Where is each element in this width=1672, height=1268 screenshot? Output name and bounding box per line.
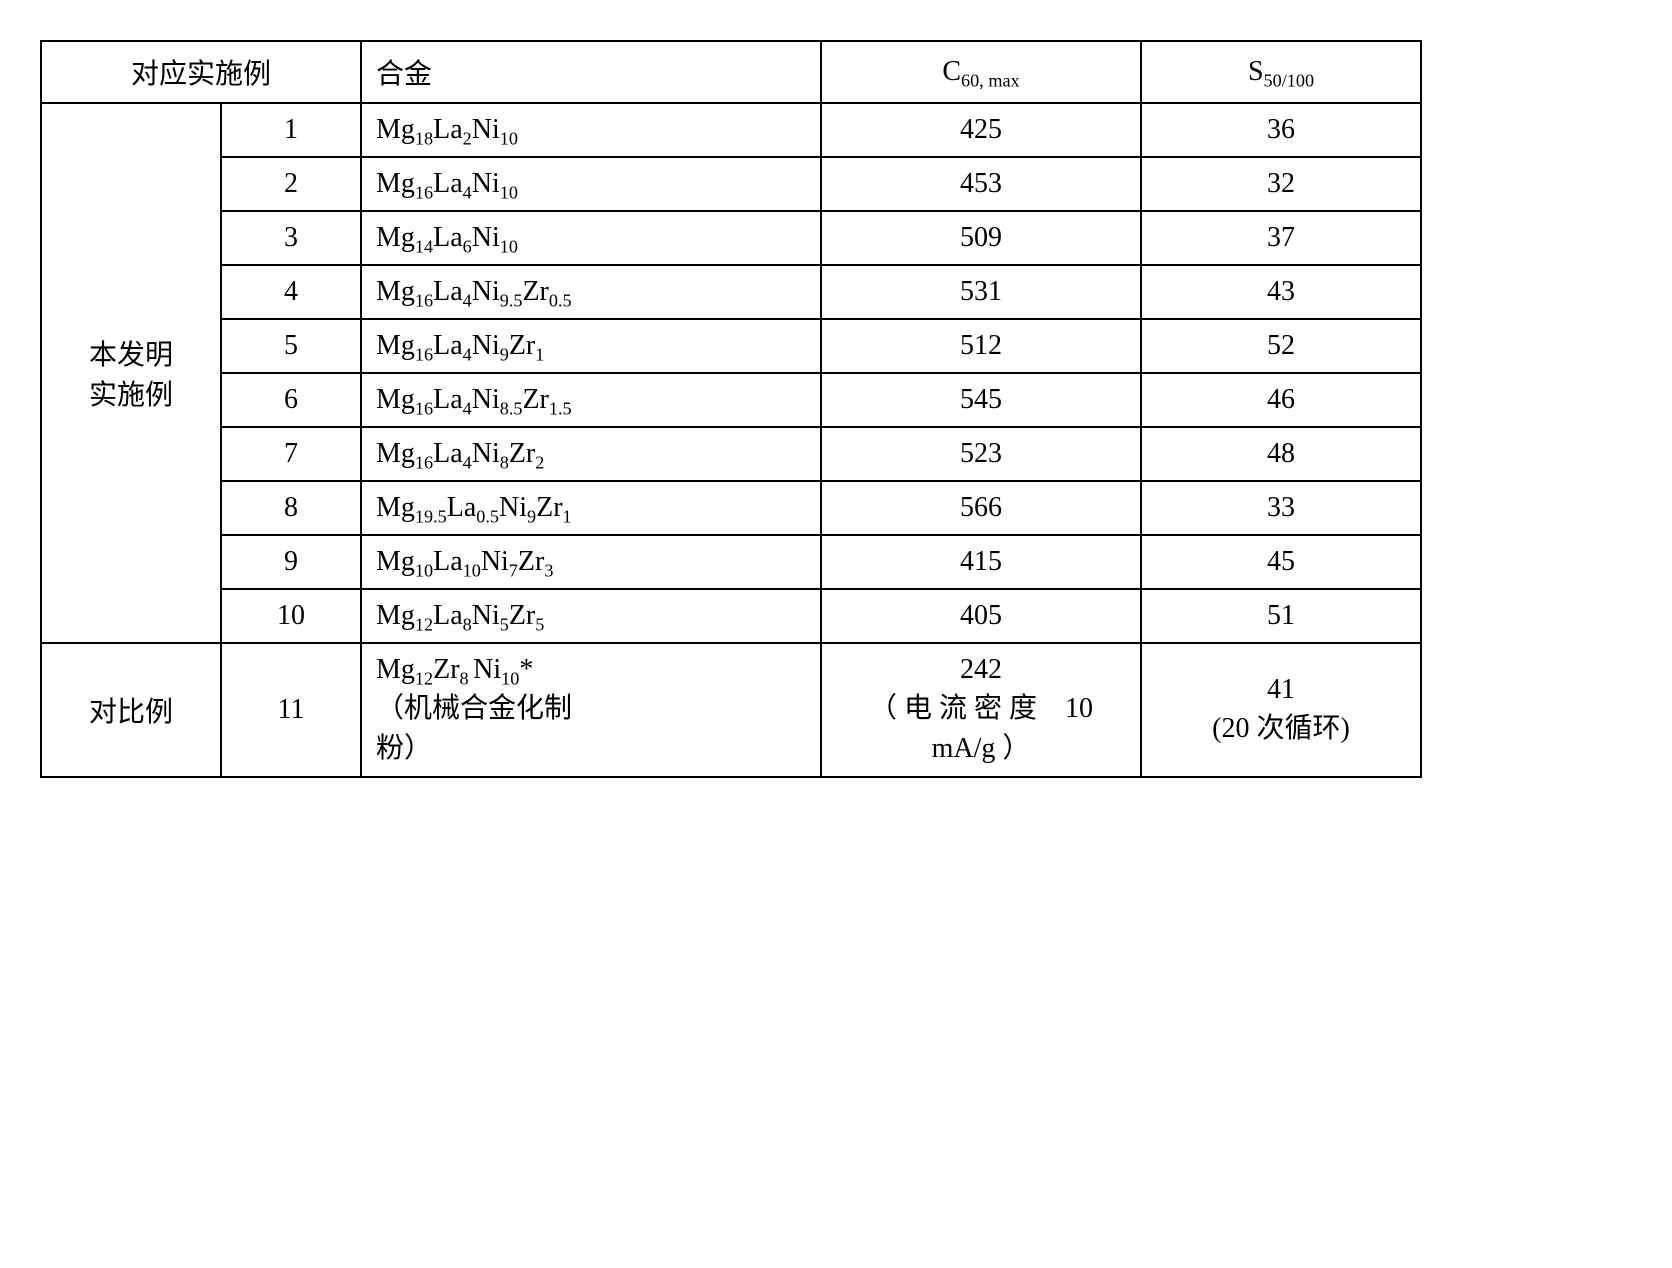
group-label: 对比例 — [41, 643, 221, 777]
s50-value: 43 — [1141, 265, 1421, 319]
alloy-formula: Mg18La2Ni10 — [361, 103, 821, 157]
table-row: 5Mg16La4Ni9Zr151252 — [41, 319, 1421, 373]
s50-value: 48 — [1141, 427, 1421, 481]
alloy-formula: Mg12La8Ni5Zr5 — [361, 589, 821, 643]
row-number: 11 — [221, 643, 361, 777]
c60-value: 453 — [821, 157, 1141, 211]
table-row: 6Mg16La4Ni8.5Zr1.554546 — [41, 373, 1421, 427]
row-number: 5 — [221, 319, 361, 373]
s50-value: 45 — [1141, 535, 1421, 589]
table-row: 3Mg14La6Ni1050937 — [41, 211, 1421, 265]
s50-value: 46 — [1141, 373, 1421, 427]
row-number: 10 — [221, 589, 361, 643]
group-label: 本发明实施例 — [41, 103, 221, 643]
table-row: 9Mg10La10Ni7Zr341545 — [41, 535, 1421, 589]
row-number: 7 — [221, 427, 361, 481]
alloy-formula: Mg16La4Ni9Zr1 — [361, 319, 821, 373]
s50-value: 33 — [1141, 481, 1421, 535]
c60-value: 531 — [821, 265, 1141, 319]
header-c60: C60, max — [821, 41, 1141, 103]
alloy-table: 对应实施例 合金 C60, max S50/100 本发明实施例1Mg18La2… — [40, 40, 1422, 778]
c60-value: 566 — [821, 481, 1141, 535]
row-number: 8 — [221, 481, 361, 535]
alloy-formula: Mg19.5La0.5Ni9Zr1 — [361, 481, 821, 535]
table-row: 2Mg16La4Ni1045332 — [41, 157, 1421, 211]
s50-value: 36 — [1141, 103, 1421, 157]
alloy-formula: Mg16La4Ni8.5Zr1.5 — [361, 373, 821, 427]
header-s50: S50/100 — [1141, 41, 1421, 103]
s50-value: 32 — [1141, 157, 1421, 211]
header-alloy: 合金 — [361, 41, 821, 103]
c60-value: 242（ 电 流 密 度 10mA/g ） — [821, 643, 1141, 777]
table-row: 4Mg16La4Ni9.5Zr0.553143 — [41, 265, 1421, 319]
table-body: 本发明实施例1Mg18La2Ni10425362Mg16La4Ni1045332… — [41, 103, 1421, 777]
alloy-formula: Mg10La10Ni7Zr3 — [361, 535, 821, 589]
row-number: 9 — [221, 535, 361, 589]
table-row: 本发明实施例1Mg18La2Ni1042536 — [41, 103, 1421, 157]
row-number: 4 — [221, 265, 361, 319]
c60-value: 512 — [821, 319, 1141, 373]
alloy-formula: Mg14La6Ni10 — [361, 211, 821, 265]
c60-value: 405 — [821, 589, 1141, 643]
table-row: 8Mg19.5La0.5Ni9Zr156633 — [41, 481, 1421, 535]
s50-value: 37 — [1141, 211, 1421, 265]
table-row: 7Mg16La4Ni8Zr252348 — [41, 427, 1421, 481]
c60-value: 415 — [821, 535, 1141, 589]
alloy-formula: Mg16La4Ni9.5Zr0.5 — [361, 265, 821, 319]
alloy-formula: Mg16La4Ni10 — [361, 157, 821, 211]
c60-value: 523 — [821, 427, 1141, 481]
table-row: 10Mg12La8Ni5Zr540551 — [41, 589, 1421, 643]
table-row: 对比例11Mg12Zr8 Ni10*（机械合金化制粉）242（ 电 流 密 度 … — [41, 643, 1421, 777]
header-corresponding-example: 对应实施例 — [41, 41, 361, 103]
s50-value: 51 — [1141, 589, 1421, 643]
s50-value: 52 — [1141, 319, 1421, 373]
c60-value: 425 — [821, 103, 1141, 157]
table-header-row: 对应实施例 合金 C60, max S50/100 — [41, 41, 1421, 103]
row-number: 1 — [221, 103, 361, 157]
alloy-table-container: 对应实施例 合金 C60, max S50/100 本发明实施例1Mg18La2… — [40, 40, 1422, 778]
s50-value: 41(20 次循环) — [1141, 643, 1421, 777]
row-number: 6 — [221, 373, 361, 427]
row-number: 2 — [221, 157, 361, 211]
c60-value: 545 — [821, 373, 1141, 427]
alloy-formula: Mg12Zr8 Ni10*（机械合金化制粉） — [361, 643, 821, 777]
row-number: 3 — [221, 211, 361, 265]
alloy-formula: Mg16La4Ni8Zr2 — [361, 427, 821, 481]
c60-value: 509 — [821, 211, 1141, 265]
